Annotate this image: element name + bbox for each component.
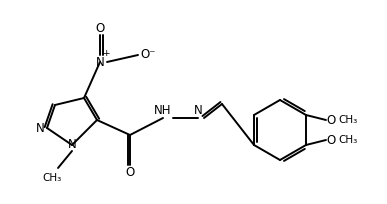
Text: O: O <box>326 133 336 146</box>
Text: NH: NH <box>154 104 172 118</box>
Text: O⁻: O⁻ <box>140 49 156 61</box>
Text: CH₃: CH₃ <box>338 135 358 145</box>
Text: CH₃: CH₃ <box>42 173 62 183</box>
Text: O: O <box>95 21 104 34</box>
Text: N: N <box>36 122 45 134</box>
Text: O: O <box>125 166 135 180</box>
Text: CH₃: CH₃ <box>338 115 358 125</box>
Text: O: O <box>326 113 336 126</box>
Text: N: N <box>96 55 104 69</box>
Text: N: N <box>68 139 76 152</box>
Text: +: + <box>102 50 110 59</box>
Text: N: N <box>194 104 202 118</box>
